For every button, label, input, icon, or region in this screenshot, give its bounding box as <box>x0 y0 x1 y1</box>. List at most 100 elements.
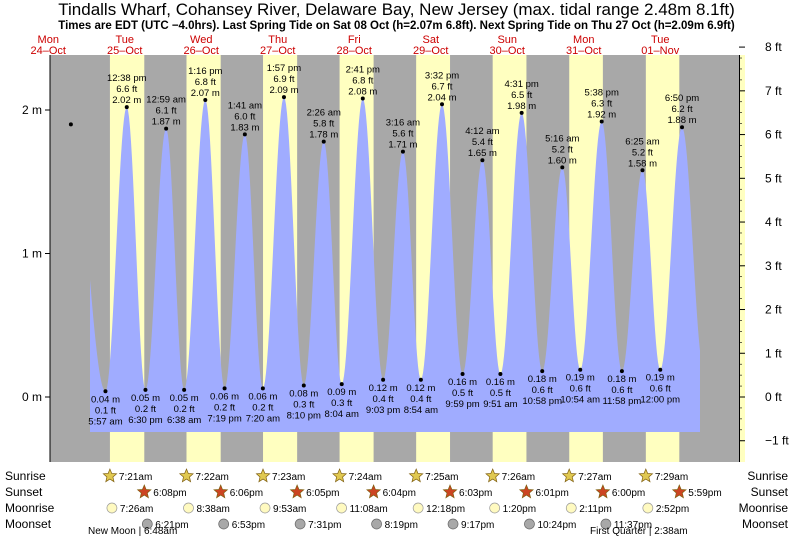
high-tide-time: 3:32 pm <box>425 70 459 81</box>
moonrise-icon <box>565 502 577 514</box>
sunset-time: 6:08pm <box>153 488 186 499</box>
moonrise-time: 7:26am <box>120 504 153 515</box>
moonset-time: 9:17pm <box>461 520 494 531</box>
moonrise-time: 9:53am <box>273 504 306 515</box>
high-tide-time: 5:38 pm <box>585 87 619 98</box>
row-label-sunset-left: Sunset <box>5 485 43 499</box>
moonrise-time: 8:38am <box>196 504 229 515</box>
sunset-time: 6:03pm <box>459 488 492 499</box>
low-tide-point <box>578 367 583 372</box>
chart-title: Tindalls Wharf, Cohansey River, Delaware… <box>58 0 735 19</box>
low-tide-time: 12:00 pm <box>640 395 680 406</box>
high-tide-point <box>68 122 73 127</box>
axes: 0 m 1 m 2 m −1 ft 0 ft 1 ft 2 ft 3 ft 4 ft 5 ft 6 … <box>22 40 789 462</box>
high-tide-point <box>164 126 169 131</box>
moon-phase-first-quarter: First Quarter | 2:38am <box>590 526 688 537</box>
sunrise-time: 7:27am <box>578 472 611 483</box>
sunrise-time: 7:25am <box>425 472 458 483</box>
low-tide-time: 7:20 am <box>246 413 280 424</box>
sunrise-time: 7:26am <box>502 472 535 483</box>
day-date: 25–Oct <box>107 45 142 57</box>
tide-area <box>90 97 700 432</box>
day-date: 28–Oct <box>337 45 372 57</box>
low-tide-ft: 0.3 ft <box>293 400 314 411</box>
y-tick-label-ft: 7 ft <box>765 84 782 98</box>
moonrise-icon <box>336 502 347 514</box>
y-tick-label-ft: 6 ft <box>765 128 782 142</box>
high-tide-time: 1:16 pm <box>188 66 222 77</box>
sunrise-icon <box>485 468 501 483</box>
high-tide-ft: 5.2 ft <box>632 147 653 158</box>
low-tide-point <box>418 377 423 382</box>
moonrise-time: 12:18pm <box>426 504 465 515</box>
high-tide-time: 6:50 pm <box>665 93 699 104</box>
day-name: Tue <box>115 34 134 46</box>
high-tide-m: 1.71 m <box>388 140 417 151</box>
moonrise-icon <box>642 502 654 514</box>
y-tick-label-ft: 3 ft <box>765 259 782 273</box>
high-tide-m: 1.78 m <box>309 130 338 141</box>
low-tide-m: 0.05 m <box>131 393 160 404</box>
sunset-icon <box>136 484 152 499</box>
low-tide-time: 8:54 am <box>404 405 438 416</box>
sunrise-icon <box>102 468 118 483</box>
low-tide-m: 0.08 m <box>289 389 318 400</box>
day-name: Mon <box>573 34 594 46</box>
day-date: 26–Oct <box>184 45 219 57</box>
sunset-time: 6:04pm <box>383 488 416 499</box>
low-tide-point <box>143 387 148 392</box>
high-tide-ft: 6.8 ft <box>352 76 373 87</box>
low-tide-time: 10:58 pm <box>522 396 562 407</box>
row-label-moonrise-left: Moonrise <box>5 501 55 515</box>
high-tide-m: 2.07 m <box>191 88 220 99</box>
high-tide-ft: 6.9 ft <box>273 74 294 85</box>
high-tide-time: 2:26 am <box>307 108 341 119</box>
high-tide-point <box>680 125 685 130</box>
sunset-icon <box>518 484 534 499</box>
high-tide-point <box>560 165 565 170</box>
low-tide-ft: 0.6 ft <box>570 384 591 395</box>
high-tide-ft: 5.4 ft <box>472 137 493 148</box>
moonrise-icon <box>489 502 501 514</box>
high-tide-m: 1.98 m <box>507 101 536 112</box>
y-tick-label-m: 2 m <box>22 103 42 117</box>
sunset-time: 6:06pm <box>230 488 263 499</box>
day-name: Fri <box>348 34 361 46</box>
high-tide-m: 1.58 m <box>628 158 657 169</box>
low-tide-time: 8:04 am <box>325 409 359 420</box>
low-tide-point <box>381 377 386 382</box>
low-tide-ft: 0.1 ft <box>95 405 116 416</box>
sunset-time: 6:05pm <box>306 488 339 499</box>
high-tide-m: 1.88 m <box>667 115 696 126</box>
low-tide-time: 8:10 pm <box>287 411 321 422</box>
low-tide-m: 0.12 m <box>369 383 398 394</box>
high-tide-point <box>640 168 645 173</box>
low-tide-ft: 0.2 ft <box>174 404 195 415</box>
moonset-time: 8:19pm <box>385 520 418 531</box>
low-tide-ft: 0.2 ft <box>214 402 235 413</box>
low-tide-point <box>460 372 465 377</box>
low-tide-ft: 0.6 ft <box>650 384 671 395</box>
low-tide-m: 0.12 m <box>406 383 435 394</box>
low-tide-time: 6:30 pm <box>128 415 162 426</box>
low-tide-ft: 0.3 ft <box>331 398 352 409</box>
low-tide-m: 0.16 m <box>486 377 515 388</box>
high-tide-m: 1.92 m <box>587 109 616 120</box>
sunrise-time: 7:23am <box>272 472 305 483</box>
high-tide-time: 1:57 pm <box>267 63 301 74</box>
high-tide-point <box>203 97 208 102</box>
low-tide-m: 0.19 m <box>566 373 595 384</box>
moonset-time: 7:31pm <box>308 520 341 531</box>
day-name: Mon <box>38 34 59 46</box>
moonrise-time: 2:52pm <box>656 504 689 515</box>
chart-subtitle: Times are EDT (UTC −4.0hrs). Last Spring… <box>58 20 735 32</box>
y-tick-label-ft: 1 ft <box>765 346 782 360</box>
moonset-icon <box>294 518 306 530</box>
high-tide-ft: 5.2 ft <box>552 144 573 155</box>
high-tide-m: 2.09 m <box>269 85 298 96</box>
day-name: Sat <box>422 34 439 46</box>
y-tick-label-m: 1 m <box>22 247 42 261</box>
moonset-icon <box>447 518 459 530</box>
high-tide-point <box>360 96 365 101</box>
